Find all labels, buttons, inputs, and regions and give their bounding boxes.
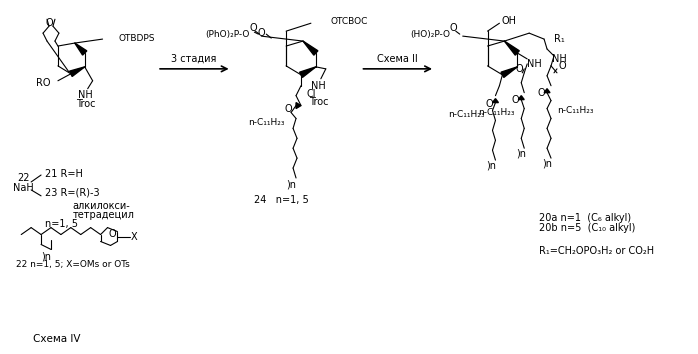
Text: 22: 22 xyxy=(17,173,29,183)
Text: 3 стадия: 3 стадия xyxy=(171,54,216,64)
Text: Схема IV: Схема IV xyxy=(33,334,80,344)
Text: n=1, 5: n=1, 5 xyxy=(45,219,78,229)
Text: 22 n=1, 5; X=OMs or OTs: 22 n=1, 5; X=OMs or OTs xyxy=(16,260,130,269)
Text: Troc: Troc xyxy=(76,98,96,109)
Text: O: O xyxy=(284,103,292,114)
Text: )n: )n xyxy=(487,160,496,170)
Text: O: O xyxy=(250,23,257,33)
Text: Troc: Troc xyxy=(309,97,329,107)
Text: NH: NH xyxy=(527,59,542,69)
Polygon shape xyxy=(75,43,87,55)
Text: NH: NH xyxy=(78,90,93,100)
Text: 20a n=1  (C₆ alkyl): 20a n=1 (C₆ alkyl) xyxy=(539,213,631,223)
Text: )n: )n xyxy=(517,148,526,158)
Text: (HO)₂P-O: (HO)₂P-O xyxy=(410,30,450,39)
Text: (PhO)₂P-O: (PhO)₂P-O xyxy=(205,30,249,39)
Text: X: X xyxy=(131,232,138,241)
Polygon shape xyxy=(501,67,517,78)
Text: Схема II: Схема II xyxy=(377,54,417,64)
Text: O: O xyxy=(486,98,493,109)
Text: )n: )n xyxy=(41,251,51,261)
Text: тетрадецил: тетрадецил xyxy=(73,210,135,220)
Polygon shape xyxy=(505,41,519,55)
Polygon shape xyxy=(544,89,550,93)
Text: O: O xyxy=(450,23,458,33)
Text: 21 R=H: 21 R=H xyxy=(45,169,83,179)
Text: R₁: R₁ xyxy=(554,34,565,44)
Text: n-C₁₁H₂₃: n-C₁₁H₂₃ xyxy=(448,110,484,119)
Text: OTCBOC: OTCBOC xyxy=(331,17,368,26)
Text: )n: )n xyxy=(286,180,296,190)
Polygon shape xyxy=(296,103,301,109)
Text: алкилокси-: алкилокси- xyxy=(73,201,131,211)
Text: RO: RO xyxy=(36,78,51,88)
Text: R₁=CH₂OPO₃H₂ or CO₂H: R₁=CH₂OPO₃H₂ or CO₂H xyxy=(539,246,654,256)
Text: O: O xyxy=(537,88,545,98)
Text: O: O xyxy=(258,28,265,38)
Text: n-C₁₁H₂₃: n-C₁₁H₂₃ xyxy=(248,118,284,127)
Polygon shape xyxy=(299,67,316,78)
Text: NaH: NaH xyxy=(13,183,34,193)
Text: 23 R=(R)-3: 23 R=(R)-3 xyxy=(45,188,100,198)
Text: 24   n=1, 5: 24 n=1, 5 xyxy=(254,195,309,205)
Text: 20b n=5  (C₁₀ alkyl): 20b n=5 (C₁₀ alkyl) xyxy=(539,223,635,233)
Text: n-C₁₁H₂₃: n-C₁₁H₂₃ xyxy=(557,106,593,115)
Text: NH: NH xyxy=(311,81,326,91)
Text: O: O xyxy=(515,64,523,74)
Polygon shape xyxy=(493,99,498,103)
Text: OH: OH xyxy=(502,16,517,26)
Polygon shape xyxy=(303,41,318,55)
Text: OTBDPS: OTBDPS xyxy=(119,34,155,42)
Text: O: O xyxy=(45,18,53,28)
Text: O: O xyxy=(512,95,519,105)
Text: O: O xyxy=(558,61,566,71)
Text: )n: )n xyxy=(542,158,552,168)
Text: Cl: Cl xyxy=(306,88,315,99)
Text: n-C₁₁H₂₃: n-C₁₁H₂₃ xyxy=(478,108,514,117)
Polygon shape xyxy=(70,67,84,76)
Text: O: O xyxy=(109,229,117,239)
Text: NH: NH xyxy=(551,54,566,64)
Polygon shape xyxy=(519,96,524,99)
